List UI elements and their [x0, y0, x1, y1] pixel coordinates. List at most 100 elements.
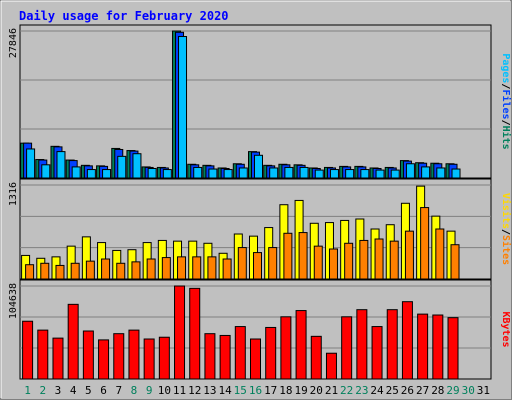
x-tick-label-day-23: 23: [355, 384, 368, 397]
legend-label: /: [500, 120, 511, 126]
bar-pages-day-2: [41, 164, 51, 179]
bar-sites-day-15: [237, 247, 247, 280]
bar-kbytes-day-5: [82, 330, 94, 380]
bar-sites-day-21: [328, 248, 338, 280]
bar-sites-day-2: [40, 262, 50, 280]
bar-sites-day-20: [313, 245, 323, 280]
y-max-label: 104638: [8, 283, 19, 319]
bar-kbytes-day-18: [280, 316, 292, 380]
x-tick-label-day-1: 1: [24, 384, 31, 397]
bar-sites-day-6: [101, 258, 111, 280]
bar-kbytes-day-29: [447, 317, 459, 380]
bar-pages-day-18: [284, 166, 294, 179]
legend-label: Sites: [500, 235, 512, 265]
bar-kbytes-day-24: [371, 326, 383, 380]
bar-pages-day-24: [375, 169, 385, 179]
bar-sites-day-1: [25, 264, 35, 280]
bar-kbytes-day-12: [189, 287, 201, 380]
bar-pages-day-1: [26, 148, 36, 179]
x-tick-label-day-5: 5: [85, 384, 92, 397]
bar-sites-day-28: [435, 228, 445, 280]
bar-sites-day-26: [404, 230, 414, 280]
bar-sites-day-16: [253, 252, 262, 280]
x-tick-label-day-26: 26: [401, 384, 414, 397]
bar-kbytes-day-2: [37, 329, 49, 380]
bar-sites-day-5: [85, 260, 95, 280]
bar-kbytes-day-13: [204, 333, 216, 380]
bar-pages-day-10: [162, 169, 172, 179]
bar-kbytes-day-23: [356, 309, 368, 380]
panel-kbytes: 104638 KBytes: [8, 279, 511, 380]
bar-pages-day-15: [238, 167, 248, 179]
y-max-label: 27846: [8, 28, 19, 58]
bar-pages-day-5: [86, 169, 96, 179]
bar-kbytes-day-20: [310, 335, 322, 380]
x-tick-label-day-18: 18: [279, 384, 292, 397]
bar-pages-day-13: [208, 168, 218, 179]
x-tick-label-day-2: 2: [39, 384, 46, 397]
x-tick-label-day-4: 4: [70, 384, 77, 397]
bar-pages-day-17: [269, 167, 279, 179]
bar-sites-day-9: [146, 258, 156, 280]
panel-visits_sites: 1316 Visits/Sites: [8, 178, 512, 280]
legend-label: Visits: [500, 193, 512, 229]
bar-kbytes-day-8: [128, 329, 140, 380]
bar-kbytes-day-11: [174, 285, 186, 380]
bar-kbytes-day-26: [401, 301, 413, 380]
bar-kbytes-day-6: [98, 339, 110, 380]
panel-legend: Visits/Sites: [500, 193, 512, 265]
x-tick-label-day-29: 29: [446, 384, 459, 397]
x-tick-label-day-25: 25: [386, 384, 399, 397]
bar-kbytes-day-4: [67, 303, 79, 380]
x-axis-labels: 1 2 3 4 5 6 7 8 9 10 11 12 13 14 15 16 17 18 19 20 21 22 23 24 2…: [24, 384, 490, 397]
bar-sites-day-24: [374, 238, 384, 280]
bar-sites-day-14: [222, 258, 232, 280]
bar-sites-day-3: [55, 264, 65, 280]
bar-pages-day-29: [451, 168, 461, 179]
bar-pages-day-21: [329, 169, 339, 179]
bar-kbytes-day-28: [432, 314, 444, 380]
x-tick-label-day-6: 6: [100, 384, 107, 397]
bar-sites-day-19: [298, 232, 308, 280]
bar-kbytes-day-25: [386, 309, 398, 380]
bar-pages-day-9: [147, 167, 157, 179]
x-tick-label-day-12: 12: [188, 384, 201, 397]
bar-sites-day-7: [116, 262, 126, 280]
bar-pages-day-19: [299, 166, 309, 179]
x-tick-label-day-15: 15: [234, 384, 247, 397]
x-tick-label-day-20: 20: [310, 384, 323, 397]
x-tick-label-day-28: 28: [431, 384, 444, 397]
bar-pages-day-7: [117, 155, 127, 179]
bar-sites-day-22: [344, 242, 354, 280]
x-tick-label-day-3: 3: [55, 384, 62, 397]
bar-pages-day-14: [223, 169, 233, 179]
x-tick-label-day-8: 8: [131, 384, 138, 397]
chart-title: Daily usage for February 2020: [19, 9, 229, 23]
bar-sites-day-23: [359, 239, 369, 280]
bar-pages-day-23: [360, 169, 370, 179]
bar-kbytes-day-19: [295, 310, 307, 380]
legend-label: KBytes: [500, 311, 511, 347]
bar-pages-day-20: [314, 169, 324, 179]
x-tick-label-day-10: 10: [158, 384, 171, 397]
bar-kbytes-day-22: [341, 316, 353, 380]
x-tick-label-day-31: 31: [477, 384, 490, 397]
bar-pages-day-25: [390, 169, 400, 179]
bar-kbytes-day-27: [417, 313, 429, 380]
bar-kbytes-day-15: [234, 326, 246, 380]
bar-sites-day-11: [177, 256, 187, 280]
bar-pages-day-6: [102, 169, 112, 179]
bar-pages-day-12: [193, 166, 203, 179]
legend-label: /: [500, 229, 511, 235]
bar-pages-day-22: [345, 169, 355, 179]
bar-pages-day-3: [56, 151, 66, 179]
bar-kbytes-day-16: [250, 338, 261, 380]
x-tick-label-day-7: 7: [115, 384, 122, 397]
x-tick-label-day-13: 13: [203, 384, 216, 397]
x-tick-label-day-17: 17: [264, 384, 277, 397]
bar-sites-day-18: [283, 232, 293, 280]
bar-pages-day-4: [71, 166, 81, 179]
